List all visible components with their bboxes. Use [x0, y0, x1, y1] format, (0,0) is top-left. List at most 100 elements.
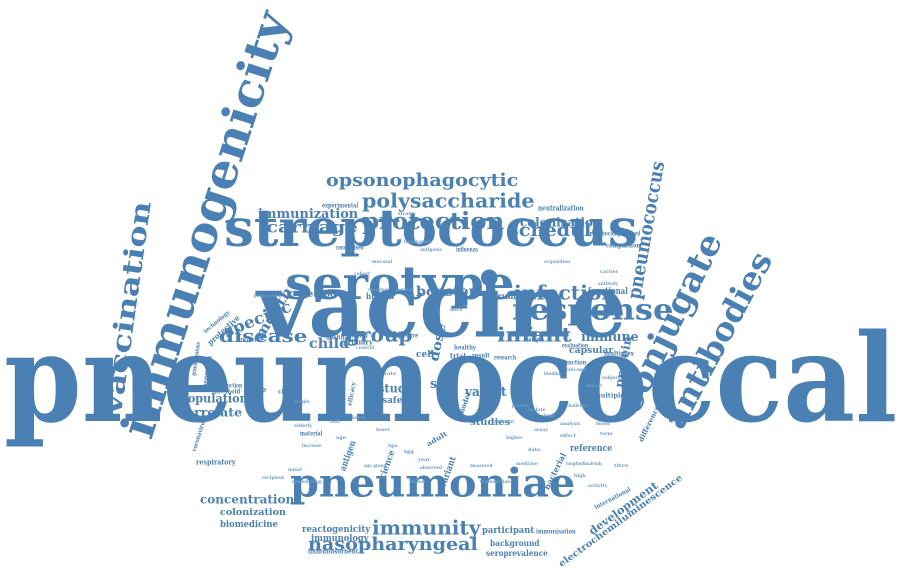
word-sar: sar [430, 376, 452, 392]
word-infant: infant [497, 322, 572, 347]
word-respiratory: respiratory [196, 457, 236, 467]
word-carrier: carrier [600, 269, 619, 276]
word-assay: assay [534, 427, 549, 434]
word-measured: measured [470, 463, 493, 470]
word-subject: subject [602, 375, 621, 382]
word-correlate: correlate [178, 405, 243, 420]
word-disease: disease [219, 325, 308, 347]
word-infection: infection [514, 280, 617, 305]
word-biomedicine: biomedicine [220, 519, 278, 530]
word-period: period [512, 403, 529, 410]
word-phagocytosis: phagocytosis [254, 293, 283, 300]
word-invasive: invasive [236, 336, 264, 344]
word-blood: blood [596, 421, 610, 428]
word-serotype: serotype [285, 256, 515, 311]
word-method: method [298, 289, 337, 300]
word-nasopharyngeal: nasopharyngeal [308, 533, 478, 555]
word-test: test [330, 419, 340, 426]
word-randomised: randomised [336, 244, 364, 252]
word-immunology: immunology [311, 533, 369, 544]
word-antibody: antibody [598, 281, 619, 288]
word-type: type [544, 413, 556, 420]
word-valent: valent [465, 384, 507, 400]
word-data: data [528, 447, 541, 454]
word-opsonophagocytic: opsonophagocytic [326, 169, 519, 191]
word-safety: safety [382, 395, 412, 406]
word-adjuvant: adjuvant [494, 419, 515, 426]
word-binding: binding [544, 371, 562, 378]
word-concentration: concentration [200, 492, 295, 507]
word-result: result [472, 352, 490, 360]
word-control: control [356, 345, 375, 352]
word-effect: effect [560, 433, 576, 440]
word-function: function [562, 359, 587, 367]
word-clinical: clinical [278, 388, 302, 396]
word-experimental: experimental [322, 202, 359, 210]
word-research: research [494, 354, 517, 362]
word-immunosorbent: immunosorbent [308, 548, 359, 556]
word-background: background [490, 537, 540, 548]
word-pneumoniae: pneumoniae [290, 460, 576, 507]
word-analysis: analysis [560, 421, 581, 428]
word-pneumococcal: pneumococcal [4, 305, 898, 450]
word-evaluation: evaluation [562, 342, 589, 350]
word-immunization: immunization [258, 206, 359, 222]
word-response: response [512, 292, 674, 327]
word-seroprevalence: seroprevalence [486, 547, 548, 558]
word-age-group: age group [364, 463, 387, 470]
word-study: study [378, 381, 413, 396]
word-reactogenicity: reactogenicity [302, 524, 371, 535]
word-risk: risk [592, 461, 602, 468]
word-year: year [418, 457, 430, 464]
word-comparison: comparison [606, 242, 641, 250]
word-colonisation: colonisation [520, 215, 602, 230]
word-threshold: threshold [212, 388, 241, 396]
word-functional: functional [588, 286, 628, 297]
word-igg: igg [404, 449, 414, 456]
word-epidemiology: epidemiology [292, 479, 323, 486]
word-group: group [346, 322, 413, 347]
word-schedule: schedule [508, 219, 604, 241]
word-impact: impact [586, 383, 603, 390]
word-patient: patient [396, 287, 415, 294]
word-nasal: nasal [288, 467, 302, 474]
word-higher: higher [506, 435, 523, 442]
word-outcome: outcome [566, 367, 587, 374]
word-studies: studies [470, 417, 511, 428]
word-recipient: recipient [262, 475, 285, 482]
word-exposure: exposure [392, 332, 419, 340]
word-cell: cell [416, 349, 435, 360]
word-electrochemiluminescence: electrochemiluminescence [557, 473, 685, 570]
word-immunogenic: immunogenic [404, 239, 433, 246]
word-colonization: colonization [220, 507, 286, 518]
word-increase: increase [302, 443, 322, 450]
word-immunocompromised: immunocompromised [588, 230, 641, 238]
word-protection: protection [362, 208, 505, 236]
word-high: high [574, 473, 586, 480]
word-age: age [336, 435, 346, 442]
word-population: population [180, 391, 248, 406]
word-challenge: challenge [566, 403, 589, 410]
word-streptococcus: streptococcus [224, 199, 638, 260]
word-strain: strain [398, 211, 414, 218]
word-mice: mice [450, 307, 463, 314]
word-receptor: receptor [368, 287, 388, 294]
word-neutralization: neutralization [538, 203, 584, 213]
word-multiplex: multiplex [604, 350, 634, 358]
word-immunisation: immunisation [536, 528, 576, 536]
word-lower: lower [376, 427, 391, 434]
word-antigenic: antigenic [420, 247, 443, 254]
word-trial: trial [450, 351, 466, 361]
word-child: child [309, 336, 350, 353]
word-term: term [600, 431, 613, 438]
word-health: health [326, 334, 345, 342]
word-activity: activity [588, 483, 608, 490]
word-natural: natural [346, 332, 368, 340]
word-single: single [294, 399, 310, 406]
word-introduction: introduction [212, 382, 243, 390]
word-mucosal: mucosal [372, 259, 393, 266]
word-follow: follow [410, 479, 426, 486]
word-observed: observed [420, 465, 443, 472]
word-immunity: immunity [372, 515, 481, 540]
